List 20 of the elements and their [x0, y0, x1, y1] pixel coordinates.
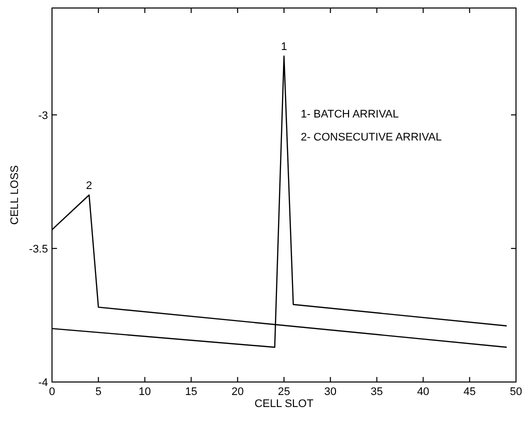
x-tick-label: 35: [370, 386, 383, 398]
series-label: 2: [86, 180, 92, 192]
x-tick-label: 30: [324, 386, 337, 398]
x-tick-label: 40: [417, 386, 430, 398]
annotation: 2- CONSECUTIVE ARRIVAL: [300, 132, 442, 144]
x-tick-label: 20: [231, 386, 244, 398]
x-axis-title: CELL SLOT: [254, 398, 314, 410]
x-tick-label: 5: [95, 386, 102, 398]
x-tick-label: 10: [138, 386, 151, 398]
y-tick-label: -3: [38, 110, 48, 122]
y-axis-title: CELL LOSS: [9, 165, 21, 225]
x-tick-label: 25: [278, 386, 290, 398]
y-tick-label: -4: [38, 377, 48, 389]
x-tick-label: 15: [185, 386, 198, 398]
x-tick-label: 50: [510, 386, 522, 398]
series-label: 1: [280, 41, 288, 54]
x-tick-label: 0: [48, 386, 56, 398]
x-tick-label: 45: [463, 386, 476, 398]
annotation: 1- BATCH ARRIVAL: [300, 108, 399, 121]
y-tick-label: -3.5: [29, 243, 48, 256]
